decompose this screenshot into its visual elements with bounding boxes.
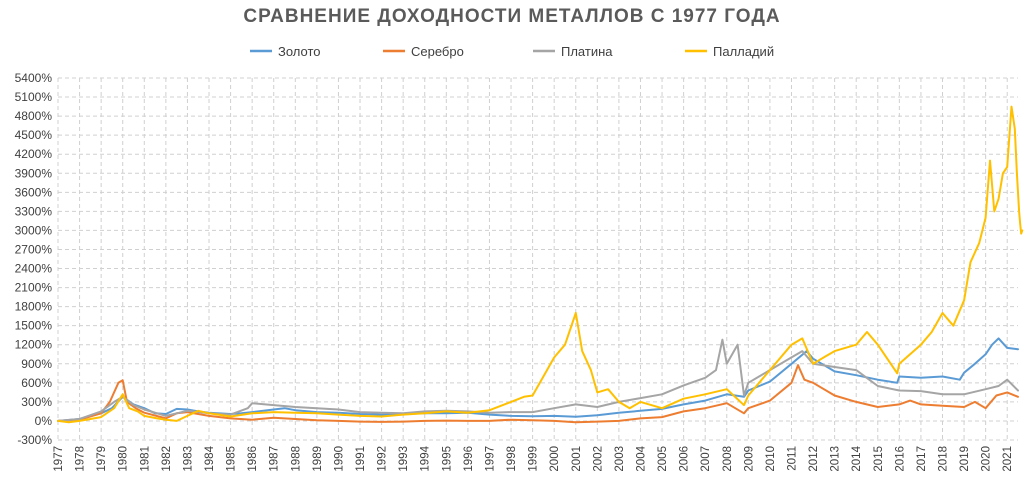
x-tick-label: 1995 (441, 446, 453, 472)
x-tick-label: 2018 (937, 446, 949, 472)
x-tick-label: 2021 (1002, 446, 1014, 472)
x-tick-label: 2006 (679, 446, 691, 472)
x-tick-label: 2019 (959, 446, 971, 472)
x-tick-label: 1978 (75, 446, 87, 472)
plot-area (57, 105, 1024, 424)
legend-label: Платина (561, 44, 613, 59)
x-axis: 1977 1978 1979 1980 1981 1982 1983 1984 1985 1986… (53, 445, 1014, 471)
x-tick-label: 2012 (808, 446, 820, 472)
x-tick-label: 1982 (161, 446, 173, 472)
x-tick-label: 1987 (269, 446, 281, 472)
y-tick-label: 5400% (15, 71, 53, 85)
x-tick-label: 1986 (247, 446, 259, 472)
x-tick-label: 1977 (53, 446, 65, 472)
y-tick-label: 3900% (15, 166, 53, 180)
x-tick-label: 2007 (700, 446, 712, 472)
x-tick-label: 2014 (851, 445, 863, 471)
x-tick-label: 2020 (981, 446, 993, 472)
y-tick-label: 4500% (15, 128, 53, 142)
y-tick-label: 2700% (15, 242, 53, 256)
x-tick-label: 1988 (290, 446, 302, 472)
x-tick-label: 2010 (765, 446, 777, 472)
x-tick-label: 1984 (204, 445, 216, 471)
x-tick-label: 2005 (657, 446, 669, 472)
y-tick-label: 1500% (15, 319, 53, 333)
y-tick-label: 4800% (15, 109, 53, 123)
x-tick-label: 2013 (830, 446, 842, 472)
x-tick-label: 1983 (182, 446, 194, 472)
legend-label: Палладий (713, 44, 774, 59)
y-tick-label: 3000% (15, 223, 53, 237)
x-tick-label: 1996 (463, 446, 475, 472)
series-line-Платина (57, 338, 1019, 422)
x-tick-label: 1998 (506, 446, 518, 472)
x-tick-label: 2017 (916, 446, 928, 472)
y-tick-label: 900% (21, 357, 52, 371)
y-tick-label: 300% (21, 395, 52, 409)
y-tick-label: 5100% (15, 90, 53, 104)
y-tick-label: 3600% (15, 185, 53, 199)
chart-title: СРАВНЕНИЕ ДОХОДНОСТИ МЕТАЛЛОВ С 1977 ГОД… (243, 6, 780, 27)
x-tick-label: 1999 (528, 446, 540, 472)
x-tick-label: 2016 (894, 446, 906, 472)
x-tick-label: 1994 (420, 445, 432, 471)
x-tick-label: 2004 (635, 445, 647, 471)
y-tick-label: 600% (21, 376, 52, 390)
x-tick-label: 1992 (377, 446, 389, 472)
y-tick-label: 4200% (15, 147, 53, 161)
series-line-Палладий (57, 105, 1024, 424)
legend: Золото Серебро Платина Палладий (250, 44, 774, 59)
x-tick-label: 1989 (312, 446, 324, 472)
x-tick-label: 2009 (743, 446, 755, 472)
x-tick-label: 2008 (722, 446, 734, 472)
x-tick-label: 2015 (873, 446, 885, 472)
y-tick-label: 2400% (15, 262, 53, 276)
x-tick-label: 1980 (118, 446, 130, 472)
y-tick-label: 2100% (15, 281, 53, 295)
y-tick-label: 0% (35, 414, 53, 428)
x-tick-label: 1990 (333, 446, 345, 472)
series-line-Серебро (57, 364, 1019, 424)
y-tick-label: 1200% (15, 338, 53, 352)
series-line-Золото (57, 337, 1019, 422)
x-tick-label: 2011 (786, 446, 798, 471)
x-tick-label: 2001 (571, 446, 583, 472)
x-tick-label: 1981 (139, 446, 151, 472)
x-tick-label: 2002 (592, 446, 604, 472)
x-tick-label: 1985 (226, 446, 238, 472)
x-tick-label: 1997 (484, 446, 496, 472)
x-tick-label: 1991 (355, 446, 367, 472)
y-tick-label: 1800% (15, 300, 53, 314)
legend-label: Серебро (411, 44, 464, 59)
y-axis: -300% 0% 300% 600% 900% 1200% 1500% 1800% 2100% 2… (15, 71, 53, 447)
y-tick-label: -300% (17, 433, 52, 447)
legend-label: Золото (278, 44, 321, 59)
x-tick-label: 2000 (549, 446, 561, 472)
x-tick-label: 1979 (96, 446, 108, 472)
x-tick-label: 1993 (398, 446, 410, 472)
x-tick-label: 2003 (614, 446, 626, 472)
y-tick-label: 3300% (15, 204, 53, 218)
gridlines (57, 77, 1018, 441)
